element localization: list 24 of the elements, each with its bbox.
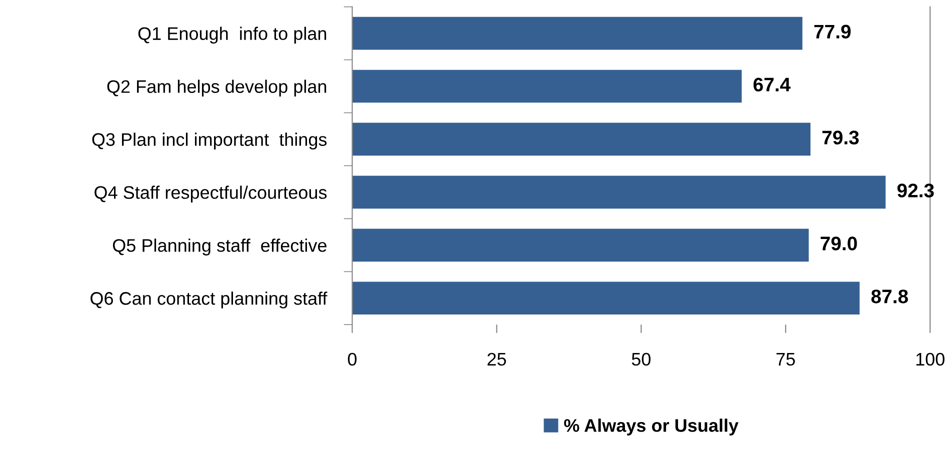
data-label: 92.3 — [897, 184, 934, 198]
bar — [352, 70, 742, 103]
bar — [352, 228, 809, 262]
bar — [352, 176, 886, 209]
legend-label: % Always or Usually — [564, 418, 738, 436]
y-tick-label: Q1 Enough info to plan — [138, 26, 326, 44]
y-tick-label: Q4 Staff respectful/courteous — [94, 186, 327, 202]
x-tick-label: 50 — [632, 352, 651, 366]
bar — [352, 16, 802, 50]
data-label: 77.9 — [814, 24, 851, 39]
data-label: 79.0 — [820, 236, 857, 250]
bar — [352, 282, 860, 315]
x-tick-label: 25 — [488, 352, 506, 366]
y-tick-label: Q5 Planning staff effective — [112, 238, 326, 256]
x-tick-label: 75 — [776, 353, 795, 366]
bar — [352, 122, 810, 156]
x-tick-label: 100 — [916, 352, 944, 366]
x-tick-label: 0 — [348, 352, 357, 366]
y-tick-label: Q6 Can contact planning staff — [90, 292, 328, 308]
y-tick-label: Q3 Plan incl important things — [92, 132, 327, 150]
y-tick-label: Q2 Fam helps develop plan — [107, 80, 326, 97]
data-label: 67.4 — [754, 78, 791, 92]
data-label: 79.3 — [822, 130, 859, 144]
data-label: 87.8 — [871, 290, 908, 304]
